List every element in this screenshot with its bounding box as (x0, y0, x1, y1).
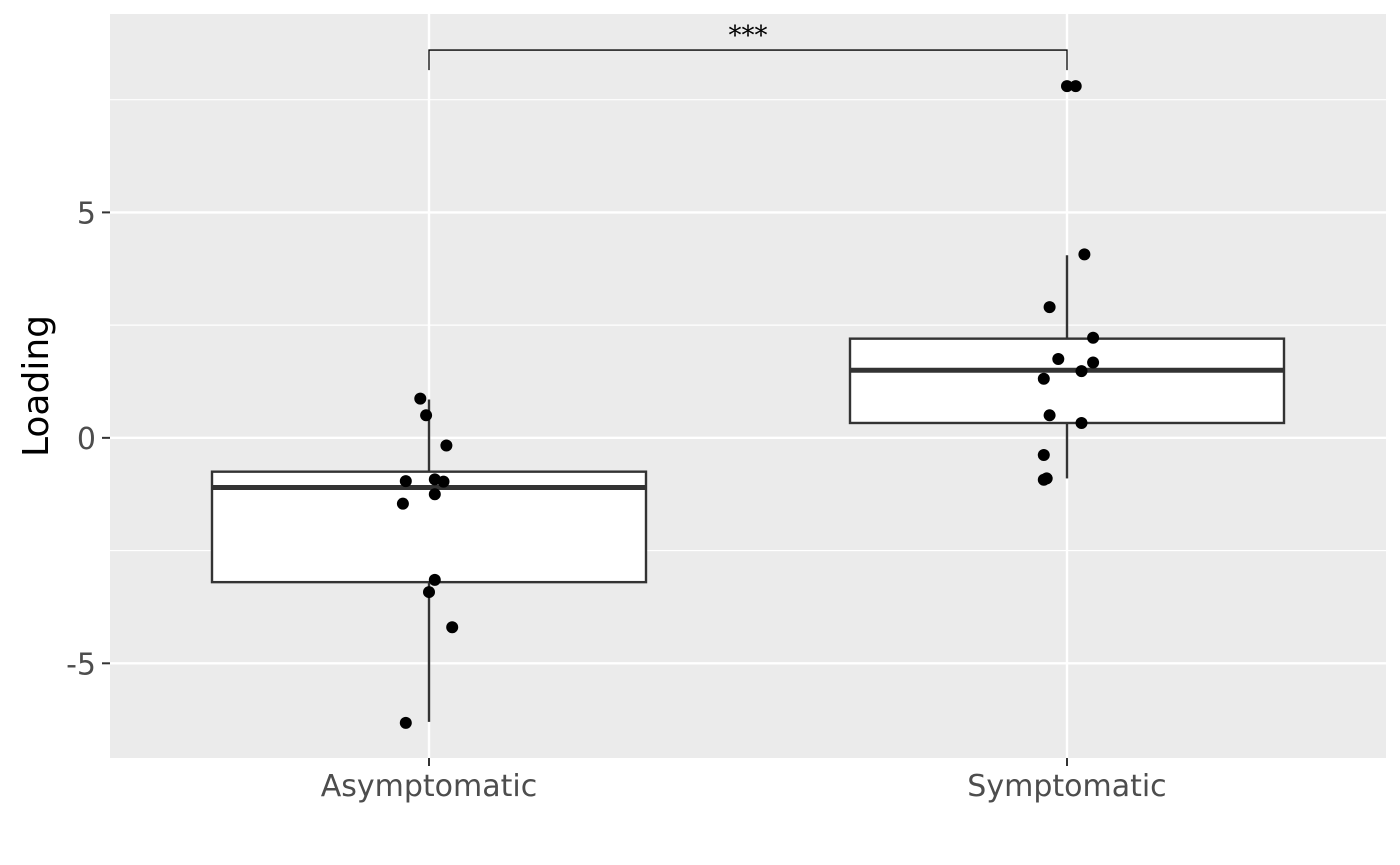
box-symptomatic (848, 255, 1286, 479)
data-point (396, 497, 409, 510)
significance-bracket: *** (428, 21, 1068, 71)
data-point (1037, 372, 1050, 385)
data-point (423, 586, 435, 599)
x-tick-label: Asymptomatic (321, 769, 538, 804)
data-point (1061, 80, 1073, 93)
y-axis-title: Loading (16, 315, 57, 457)
data-point (1052, 352, 1065, 365)
data-point (420, 409, 433, 422)
points-layer (396, 80, 1100, 729)
y-tick-label: -5 (66, 647, 96, 682)
data-point (399, 475, 412, 488)
x-axis: Asymptomatic Symptomatic (321, 758, 1167, 804)
data-point (1043, 409, 1056, 422)
boxes-layer (210, 255, 1286, 722)
y-tick-label: 5 (77, 196, 96, 231)
data-point (1087, 331, 1100, 344)
box-iqr (210, 470, 648, 584)
data-point (1037, 448, 1050, 461)
x-tick-label: Symptomatic (967, 769, 1166, 804)
data-point (414, 392, 427, 405)
box-iqr (848, 337, 1286, 425)
data-point (446, 621, 459, 634)
bracket-line (428, 49, 1068, 71)
significance-label: *** (729, 21, 768, 51)
data-point (399, 716, 412, 729)
data-point (1075, 416, 1088, 429)
box-asymptomatic (210, 399, 648, 722)
data-point (1087, 356, 1100, 369)
data-point (1043, 301, 1056, 314)
y-tick-label: 0 (77, 422, 96, 457)
data-point (1075, 365, 1088, 378)
data-point (428, 488, 441, 501)
data-point (437, 475, 450, 488)
y-axis: -5 0 5 (66, 196, 110, 682)
data-point (1069, 80, 1082, 93)
data-point (428, 573, 441, 586)
data-point (1078, 248, 1091, 261)
data-point (440, 439, 453, 452)
data-point (1037, 473, 1050, 486)
